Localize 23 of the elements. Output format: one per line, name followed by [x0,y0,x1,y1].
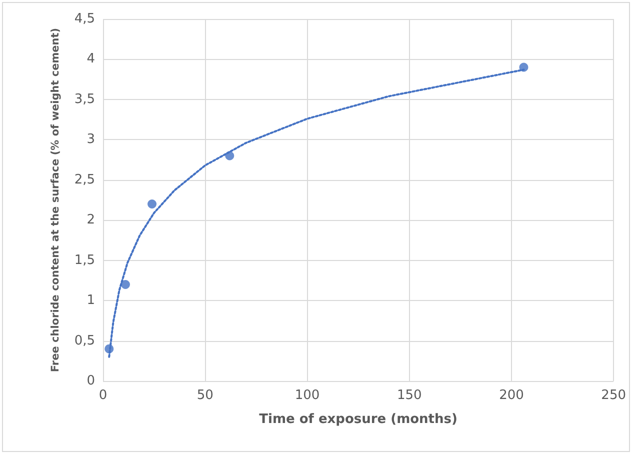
point [120,280,130,289]
x-tick-label: 100 [294,388,320,403]
y-tick-label: 0,5 [74,333,95,348]
y-tick-label: 2,5 [74,172,95,188]
y-tick-label: 4 [86,52,95,67]
x-tick-label: 200 [499,388,524,403]
x-tick-label: 250 [601,388,626,403]
x-tick-label: 0 [98,388,108,403]
y-tick-label: 2 [86,212,95,228]
y-tick-label: 1,5 [74,252,95,268]
point [519,62,528,72]
y-tick-label: 0 [86,374,95,388]
point [104,344,114,354]
x-tick-label: 150 [396,388,422,403]
y-tick-label: 3,5 [74,92,95,107]
y-tick-label: 4,5 [74,12,95,26]
x-axis-title: Time of exposure (months) [259,412,458,427]
y-tick-label: 3 [86,132,95,148]
x-tick-label: 50 [196,388,214,403]
point [148,200,157,209]
y-axis-title: Free chloride content at the surface (% of weight cement) [50,28,62,372]
point [225,151,234,160]
y-tick-label: 1 [86,293,95,308]
